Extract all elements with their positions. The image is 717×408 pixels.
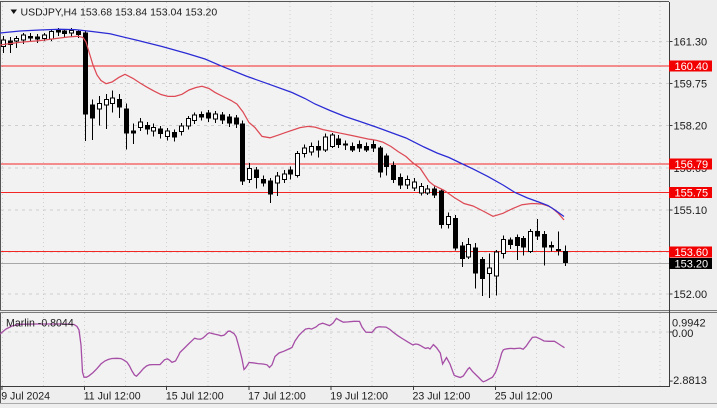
svg-text:23 Jul 12:00: 23 Jul 12:00 [413,391,471,403]
svg-text:153.60: 153.60 [675,247,709,259]
svg-text:0.9942: 0.9942 [672,318,706,330]
svg-text:152.00: 152.00 [674,289,708,301]
svg-text:USDJPY,H4: USDJPY,H4 [21,7,78,19]
svg-text:0.00: 0.00 [672,328,693,340]
svg-text:9 Jul 2024: 9 Jul 2024 [1,391,50,403]
svg-text:159.75: 159.75 [674,79,708,91]
svg-text:156.79: 156.79 [675,159,709,171]
svg-text:25 Jul 12:00: 25 Jul 12:00 [495,391,553,403]
svg-text:-2.8813: -2.8813 [670,375,707,387]
svg-text:153.20: 153.20 [675,259,709,271]
svg-text:153.68 153.84 153.04 153.20: 153.68 153.84 153.04 153.20 [80,7,217,19]
svg-text:160.40: 160.40 [675,61,709,73]
svg-text:155.10: 155.10 [674,205,708,217]
svg-text:19 Jul 12:00: 19 Jul 12:00 [330,391,388,403]
svg-text:155.75: 155.75 [675,188,709,200]
svg-text:161.30: 161.30 [674,36,708,48]
svg-text:17 Jul 12:00: 17 Jul 12:00 [248,391,306,403]
svg-text:Marlin -0.8044: Marlin -0.8044 [6,318,74,330]
svg-text:11 Jul 12:00: 11 Jul 12:00 [84,391,141,403]
svg-text:158.20: 158.20 [674,121,708,133]
svg-text:15 Jul 12:00: 15 Jul 12:00 [166,391,224,403]
